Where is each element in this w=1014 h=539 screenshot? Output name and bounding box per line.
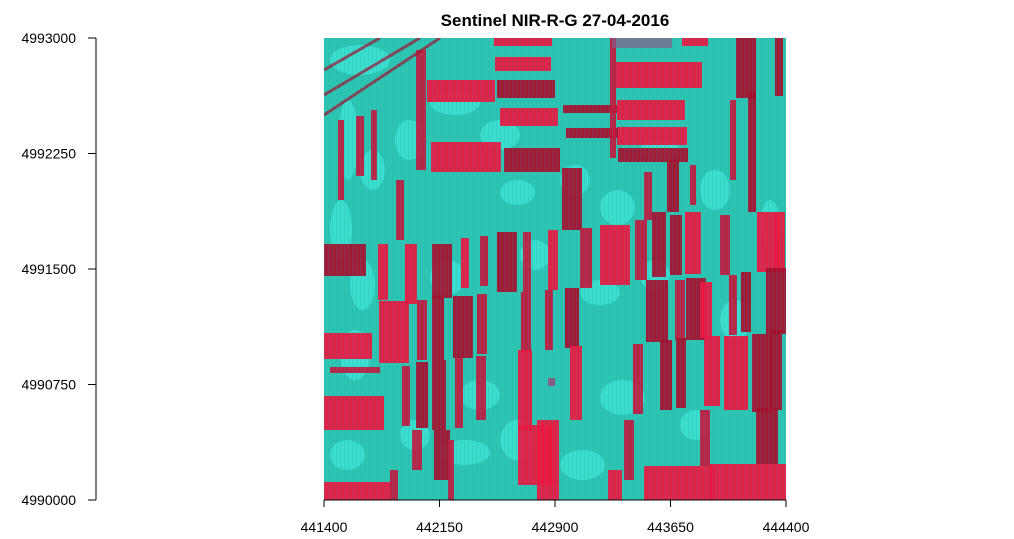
x-tick-label: 442150	[416, 519, 463, 535]
y-tick-label: 4990750	[21, 377, 76, 393]
x-axis: 441400 442150 442900 443650 444400	[301, 499, 810, 535]
satellite-image	[324, 38, 786, 500]
y-tick-label: 4992250	[21, 146, 76, 162]
chart-title: Sentinel NIR-R-G 27-04-2016	[441, 11, 670, 30]
y-axis: 4990000 4990750 4991500 4992250 4993000	[21, 30, 97, 508]
y-tick-label: 4991500	[21, 261, 76, 277]
x-tick-label: 443650	[647, 519, 694, 535]
y-tick-label: 4993000	[21, 30, 76, 46]
y-tick-label: 4990000	[21, 492, 76, 508]
x-tick-label: 441400	[301, 519, 348, 535]
x-tick-label: 444400	[763, 519, 810, 535]
texture-overlay	[324, 38, 786, 500]
x-tick-label: 442900	[532, 519, 579, 535]
